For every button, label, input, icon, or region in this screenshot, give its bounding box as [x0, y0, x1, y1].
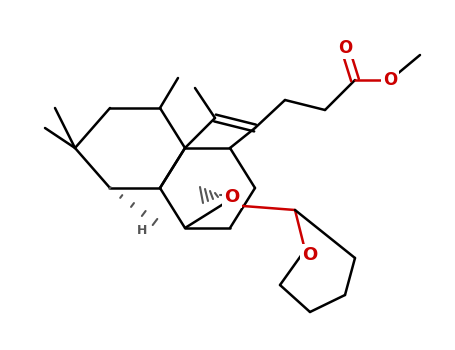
Text: O: O [383, 71, 397, 89]
Text: O: O [303, 246, 318, 264]
Text: O: O [224, 188, 240, 206]
Text: H: H [137, 224, 147, 237]
Text: O: O [338, 39, 352, 57]
